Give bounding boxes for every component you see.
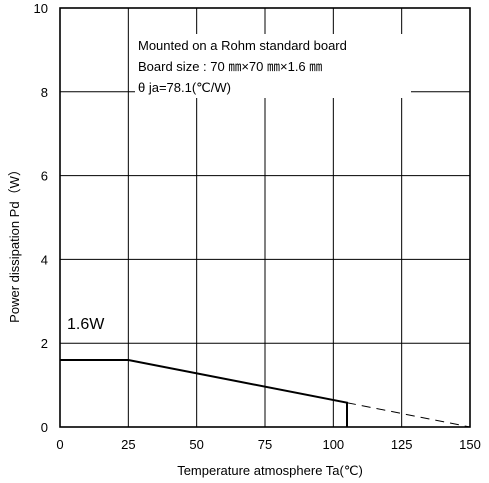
y-tick-label: 4: [41, 252, 48, 267]
callout-background: [64, 313, 110, 335]
plot-frame: [59, 7, 471, 428]
x-tick-labels: 0 25 50 75 100 125 150: [56, 437, 480, 452]
x-tick-label: 50: [189, 437, 203, 452]
y-tick-label: 10: [34, 1, 48, 16]
x-tick-label: 125: [391, 437, 413, 452]
note-board: Mounted on a Rohm standard board: [138, 38, 347, 53]
y-tick-label: 0: [41, 420, 48, 435]
note-background: [135, 34, 411, 98]
y-axis-label: Power dissipation Pd（W）: [7, 163, 22, 323]
x-tick-label: 150: [459, 437, 481, 452]
x-tick-label: 0: [56, 437, 63, 452]
y-tick-label: 6: [41, 169, 48, 184]
y-tick-label: 8: [41, 85, 48, 100]
note-board-size: Board size : 70 ㎜×70 ㎜×1.6 ㎜: [138, 59, 322, 74]
callout-1-6w: 1.6W: [67, 316, 105, 333]
x-tick-label: 100: [322, 437, 344, 452]
derating-line-solid: [60, 358, 348, 427]
x-tick-label: 75: [258, 437, 272, 452]
derating-line-dashed: [346, 402, 471, 428]
series-lines: [60, 358, 471, 428]
note-theta-ja: θ ja=78.1(℃/W): [138, 80, 231, 95]
x-axis-label: Temperature atmosphere Ta(℃): [177, 463, 363, 478]
x-tick-label: 25: [121, 437, 135, 452]
y-tick-labels: 0 2 4 6 8 10: [34, 1, 48, 435]
y-tick-label: 2: [41, 336, 48, 351]
